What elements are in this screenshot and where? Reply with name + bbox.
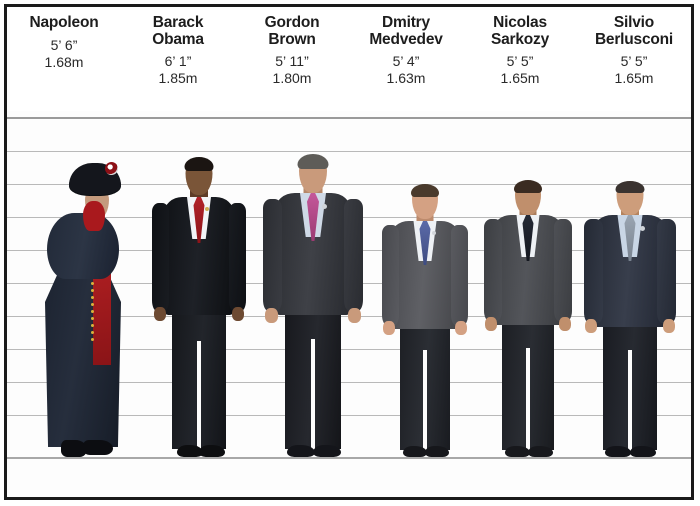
label-cell-medvedev: Dmitry Medvedev 5’ 4” 1.63m [349,7,463,111]
height-metric: 1.85m [158,70,198,86]
hand-left [585,319,597,333]
hair [184,157,214,171]
shoe-left [403,446,427,457]
necktie [193,197,205,243]
leg-gap [311,339,315,449]
figure-sarkozy [484,153,572,457]
boot-left [61,440,87,457]
hand-left [154,307,166,321]
hand-right [348,308,361,323]
gridline-ground [7,457,691,459]
shoe-right [528,446,553,457]
person-name: Barack Obama [152,14,204,48]
leg-gap [423,350,427,450]
gridline [7,382,691,383]
arm-right [451,225,468,325]
necktie [522,215,534,261]
figure-medvedev [382,159,468,457]
height-imperial: 5’ 5” [620,53,648,69]
leg-gap [197,341,201,449]
shoulder-cape [47,213,119,279]
lapel-pin-icon [205,207,209,211]
height-metric: 1.65m [500,70,540,86]
shoe-left [505,446,530,457]
hand-right [663,319,675,333]
boot-right [83,440,113,455]
height-imperial: 6’ 1” [164,53,192,69]
height-metric: 1.65m [614,70,654,86]
leg-gap [526,348,530,450]
button-column [91,282,94,345]
height-imperial: 5’ 5” [506,53,534,69]
gridline [7,117,691,119]
shoe-right [425,446,449,457]
height-metric: 1.68m [44,53,84,70]
arm-left [152,203,169,311]
shoe-right [199,445,225,457]
necktie [419,221,431,265]
arm-left [484,219,502,321]
height-imperial: 5’ 4” [392,53,420,69]
person-name: Napoleon [29,14,99,31]
label-row: Napoleon 5’ 6” 1.68m Barack Obama 6’ 1” … [7,7,691,111]
arm-right [554,219,572,321]
lapel-badge-icon [322,204,327,209]
gridline [7,349,691,350]
shoe-left [177,445,203,457]
label-cell-sarkozy: Nicolas Sarkozy 5’ 5” 1.65m [463,7,577,111]
shoe-right [630,446,656,457]
person-name: Dmitry Medvedev [369,14,443,48]
person-name: Gordon Brown [264,14,320,48]
label-cell-napoleon: Napoleon 5’ 6” 1.68m [7,7,121,111]
necktie [624,215,636,261]
height-metric: 1.63m [386,70,426,86]
hair [411,184,439,197]
hand-left [265,308,278,323]
figure-obama [152,127,246,457]
leg-gap [628,350,632,450]
hand-right [232,307,244,321]
label-cell-obama: Barack Obama 6’ 1” 1.85m [121,7,235,111]
lapel-pin-icon [640,226,645,231]
gridline [7,151,691,152]
hair [297,154,329,169]
gridline [7,415,691,416]
shoe-left [605,446,631,457]
scarf [83,201,105,231]
gridline [7,184,691,185]
figure-napoleon [35,149,131,457]
hair [514,180,542,193]
figure-berlusconi [584,155,676,457]
arm-right [657,219,676,323]
shoe-right [313,445,341,457]
height-imperial: 5’ 6” [50,36,78,53]
label-cell-brown: Gordon Brown 5’ 11” 1.80m [235,7,349,111]
label-cell-berlusconi: Silvio Berlusconi 5’ 5” 1.65m [577,7,691,111]
figure-brown [263,125,363,457]
cockade-icon [105,162,118,175]
hand-right [455,321,467,335]
height-imperial: 5’ 11” [275,53,309,69]
hand-left [383,321,395,335]
figure-lineup [7,111,691,497]
person-name: Silvio Berlusconi [594,14,674,48]
hand-right [559,317,571,331]
hand-left [485,317,497,331]
height-metric: 1.80m [272,70,312,86]
arm-left [584,219,603,323]
sash [93,257,111,365]
person-name: Nicolas Sarkozy [490,14,550,48]
lapel-pin-icon [432,231,436,235]
arm-right [344,199,363,311]
arm-left [382,225,399,325]
arm-right [229,203,246,311]
arm-left [263,199,282,311]
hair [615,181,645,193]
shoe-left [287,445,315,457]
